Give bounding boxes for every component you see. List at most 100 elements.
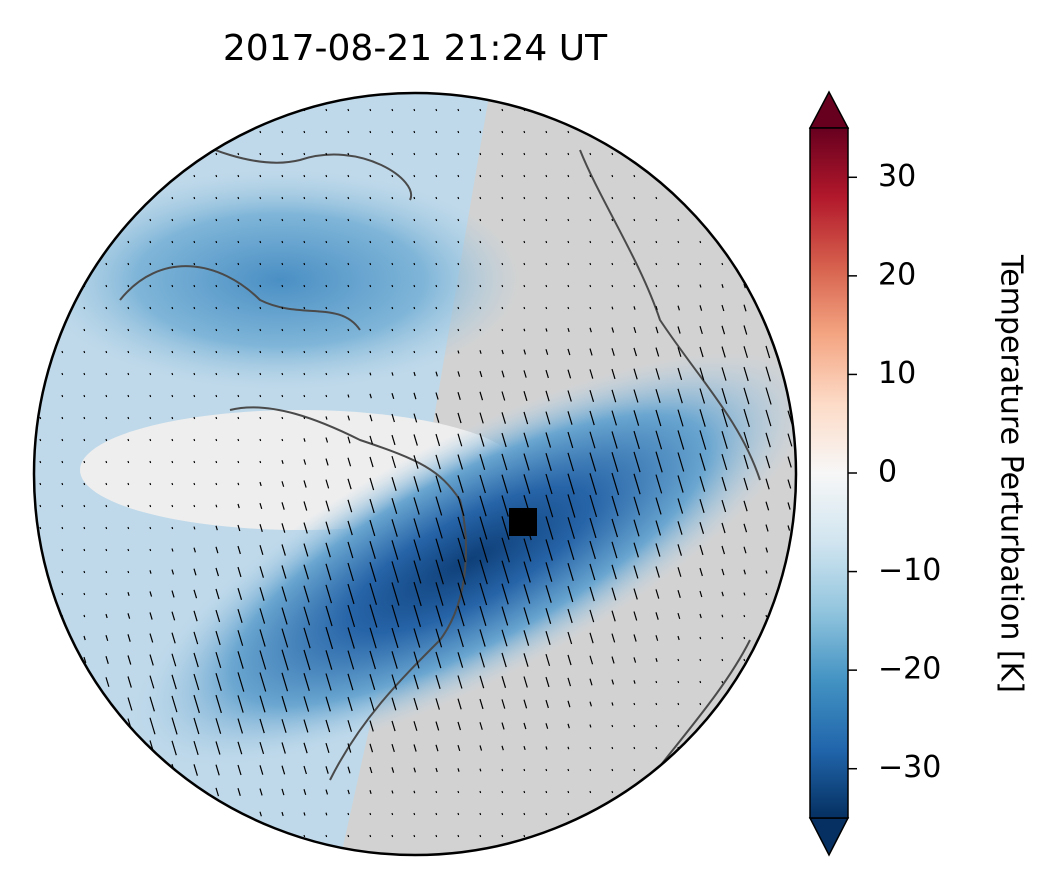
- wind-dash: [39, 679, 42, 685]
- wind-dash: [589, 790, 592, 794]
- wind-dash: [303, 438, 306, 442]
- wind-dash: [171, 438, 174, 442]
- wind-dash: [171, 350, 174, 354]
- wind-dash: [765, 345, 771, 359]
- wind-dash: [501, 328, 504, 332]
- wind-dash: [83, 438, 86, 442]
- wind-dash: [501, 262, 504, 266]
- wind-dash: [303, 350, 306, 354]
- wind-dash: [414, 857, 415, 859]
- wind-dash: [369, 130, 372, 134]
- wind-dash: [655, 152, 658, 156]
- wind-dash: [61, 831, 66, 841]
- wind-dash: [787, 152, 790, 156]
- wind-dash: [215, 764, 220, 776]
- wind-dash: [457, 130, 460, 134]
- wind-dash: [744, 857, 745, 859]
- wind-dash: [787, 636, 790, 640]
- wind-dash: [369, 583, 378, 605]
- wind-dash: [589, 369, 594, 379]
- wind-dash: [193, 787, 198, 797]
- wind-dash: [545, 196, 548, 200]
- wind-dash: [193, 764, 198, 776]
- wind-dash: [171, 611, 176, 621]
- wind-dash: [479, 474, 486, 494]
- wind-dash: [369, 697, 375, 711]
- wind-dash: [457, 790, 460, 794]
- wind-dash: [457, 721, 462, 731]
- wind-dash: [347, 789, 350, 795]
- wind-dash: [436, 857, 437, 859]
- wind-dash: [369, 393, 372, 399]
- wind-dash: [325, 542, 331, 558]
- wind-dash: [61, 152, 64, 156]
- y-tick-label: 30: [878, 159, 916, 194]
- wind-dash: [215, 546, 219, 554]
- wind-dash: [545, 473, 553, 495]
- wind-dash: [39, 482, 42, 486]
- wind-dash: [457, 812, 460, 816]
- wind-dash: [743, 408, 750, 428]
- wind-dash: [457, 537, 466, 563]
- wind-dash: [501, 516, 510, 540]
- wind-dash: [171, 740, 177, 756]
- wind-dash: [589, 494, 598, 518]
- wind-dash: [523, 699, 528, 709]
- wind-dash: [523, 432, 529, 448]
- wind-dash: [149, 833, 153, 839]
- wind-dash: [391, 240, 394, 244]
- wind-dash: [765, 547, 769, 553]
- wind-dash: [523, 745, 526, 751]
- wind-dash: [457, 454, 464, 470]
- wind-dash: [765, 658, 768, 662]
- wind-dash: [523, 196, 526, 200]
- wind-dash: [215, 130, 218, 134]
- wind-dash: [105, 240, 108, 244]
- wind-dash: [611, 495, 619, 517]
- wind-dash: [721, 614, 724, 618]
- wind-dash: [435, 475, 442, 493]
- wind-dash: [259, 481, 262, 487]
- wind-dash: [699, 325, 703, 335]
- wind-dash: [193, 568, 197, 576]
- wind-dash: [611, 368, 616, 380]
- wind-dash: [237, 566, 242, 578]
- wind-dash: [655, 305, 658, 311]
- wind-dash: [369, 812, 372, 816]
- wind-dash: [325, 174, 328, 178]
- wind-dash: [259, 587, 265, 601]
- wind-dash: [369, 262, 372, 266]
- wind-dash: [83, 698, 88, 710]
- wind-dash: [369, 414, 373, 422]
- wind-dash: [633, 588, 638, 600]
- wind-dash: [479, 812, 482, 816]
- wind-dash: [501, 537, 510, 563]
- wind-dash: [677, 240, 680, 244]
- wind-dash: [127, 570, 130, 574]
- wind-dash: [149, 717, 156, 735]
- wind-dash: [699, 284, 702, 288]
- wind-dash: [193, 394, 196, 398]
- wind-dash: [479, 433, 485, 447]
- wind-dash: [259, 695, 266, 713]
- wind-dash: [567, 834, 570, 838]
- wind-dash: [149, 612, 153, 620]
- wind-dash: [281, 481, 285, 487]
- wind-dash: [655, 834, 658, 838]
- wind-dash: [105, 677, 110, 687]
- wind-dash: [611, 218, 614, 222]
- wind-dash: [347, 812, 350, 816]
- wind-dash: [303, 394, 306, 398]
- wind-dash: [149, 570, 152, 574]
- wind-dash: [787, 303, 791, 313]
- wind-dash: [83, 262, 86, 266]
- wind-dash: [479, 130, 482, 134]
- wind-dash: [787, 790, 790, 794]
- wind-dash: [787, 812, 790, 816]
- wind-dash: [281, 130, 284, 134]
- wind-dash: [369, 108, 372, 112]
- wind-dash: [479, 262, 482, 266]
- wind-dash: [721, 388, 728, 404]
- wind-dash: [215, 787, 220, 797]
- wind-dash: [127, 832, 131, 840]
